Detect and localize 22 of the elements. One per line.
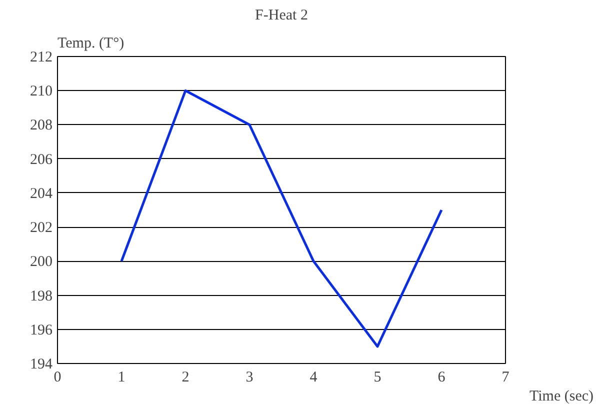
x-tick-label: 6 [438, 370, 446, 386]
chart-title: F-Heat 2 [255, 8, 308, 24]
y-tick-label: 202 [30, 220, 52, 236]
y-tick-label: 196 [30, 322, 53, 338]
x-tick-label: 5 [374, 370, 382, 386]
x-tick-label: 1 [118, 370, 126, 386]
y-tick-label: 210 [30, 84, 52, 100]
y-tick-label: 206 [30, 152, 53, 168]
y-tick-label: 200 [30, 254, 52, 270]
y-tick-label: 212 [30, 50, 52, 66]
y-tick-label: 208 [30, 118, 52, 134]
x-tick-label: 4 [310, 370, 318, 386]
y-tick-label: 198 [30, 288, 52, 304]
x-tick-label: 3 [246, 370, 254, 386]
y-tick-label: 194 [30, 356, 53, 372]
y-axis-title: Temp. (T°) [58, 36, 124, 52]
x-tick-label: 7 [502, 370, 510, 386]
x-tick-label: 0 [54, 370, 62, 386]
line-series [120, 89, 443, 348]
x-tick-label: 2 [182, 370, 190, 386]
y-tick-label: 204 [30, 186, 53, 202]
x-axis-title: Time (sec) [529, 388, 594, 404]
